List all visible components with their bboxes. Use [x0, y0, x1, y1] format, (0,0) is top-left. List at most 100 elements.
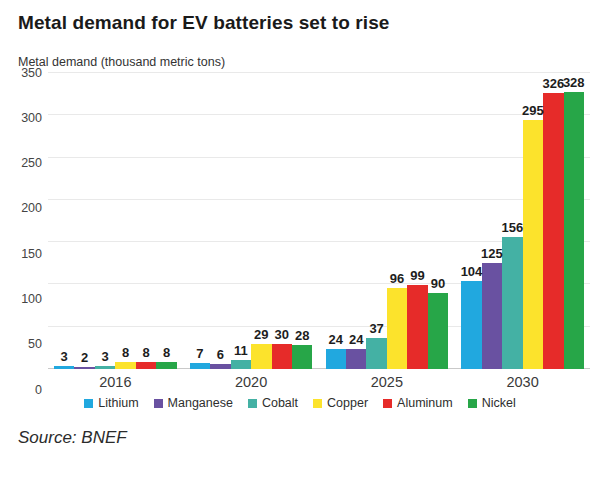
legend-item-cobalt: Cobalt	[248, 396, 298, 410]
barwrap-nickel-2020: 28	[292, 73, 312, 369]
bar-value-copper-2020: 29	[254, 328, 268, 341]
bar-value-manganese-2030: 125	[481, 247, 503, 260]
bar-manganese-2016	[74, 367, 94, 369]
y-tick-350: 350	[21, 67, 42, 80]
barwrap-manganese-2030: 125	[482, 73, 502, 369]
x-tick-2020: 2020	[190, 374, 313, 390]
barwrap-manganese-2025: 24	[346, 73, 366, 369]
bar-copper-2030	[523, 120, 543, 369]
bar-value-lithium-2020: 7	[196, 347, 203, 360]
legend-label-aluminum: Aluminum	[397, 396, 453, 410]
bar-group-2020: 7 6 11 29 30 28	[190, 73, 313, 369]
legend-swatch-aluminum	[383, 399, 392, 408]
barwrap-lithium-2016: 3	[54, 73, 74, 369]
bar-aluminum-2030	[543, 93, 563, 369]
barwrap-copper-2030: 295	[523, 73, 543, 369]
barwrap-cobalt-2030: 156	[502, 73, 522, 369]
legend: Lithium Manganese Cobalt Copper Aluminum Nick…	[0, 396, 600, 410]
bar-copper-2025	[387, 288, 407, 369]
bar-nickel-2025	[428, 293, 448, 369]
bar-aluminum-2016	[136, 362, 156, 369]
legend-label-nickel: Nickel	[482, 396, 516, 410]
bar-lithium-2016	[54, 366, 74, 369]
y-tick-0: 0	[35, 384, 42, 397]
bar-groups: 3238887611293028242437969990104125156295…	[48, 73, 590, 369]
barwrap-manganese-2016: 2	[74, 73, 94, 369]
bar-value-aluminum-2030: 326	[542, 77, 564, 90]
bar-value-cobalt-2025: 37	[369, 322, 383, 335]
bar-value-lithium-2025: 24	[328, 333, 342, 346]
bar-value-manganese-2025: 24	[349, 333, 363, 346]
y-tick-150: 150	[21, 248, 42, 261]
x-tick-2025: 2025	[326, 374, 449, 390]
barwrap-aluminum-2030: 326	[543, 73, 563, 369]
legend-item-manganese: Manganese	[154, 396, 233, 410]
bar-lithium-2020	[190, 363, 210, 369]
bar-lithium-2030	[461, 281, 481, 369]
bar-cobalt-2030	[502, 237, 522, 369]
legend-swatch-manganese	[154, 399, 163, 408]
barwrap-copper-2020: 29	[251, 73, 271, 369]
y-tick-250: 250	[21, 157, 42, 170]
barwrap-copper-2025: 96	[387, 73, 407, 369]
bar-value-nickel-2025: 90	[431, 277, 445, 290]
x-tick-2016: 2016	[54, 374, 177, 390]
bar-cobalt-2016	[95, 366, 115, 369]
bar-value-copper-2025: 96	[390, 272, 404, 285]
legend-label-manganese: Manganese	[168, 396, 233, 410]
y-axis: 050100150200250300350	[18, 73, 48, 390]
chart-title: Metal demand for EV batteries set to ris…	[18, 12, 582, 34]
bar-manganese-2020	[210, 364, 230, 369]
barwrap-copper-2016: 8	[115, 73, 135, 369]
bar-nickel-2030	[564, 92, 584, 369]
legend-label-lithium: Lithium	[98, 396, 138, 410]
barwrap-lithium-2030: 104	[461, 73, 481, 369]
legend-swatch-nickel	[468, 399, 477, 408]
y-tick-200: 200	[21, 203, 42, 216]
bar-value-copper-2016: 8	[122, 346, 129, 359]
bar-value-cobalt-2020: 11	[234, 344, 248, 357]
barwrap-aluminum-2020: 30	[272, 73, 292, 369]
bar-value-lithium-2030: 104	[461, 265, 483, 278]
legend-item-copper: Copper	[313, 396, 368, 410]
bar-group-2016: 323888	[54, 73, 177, 369]
bar-nickel-2020	[292, 345, 312, 369]
bar-value-manganese-2020: 6	[217, 348, 224, 361]
bar-value-lithium-2016: 3	[61, 350, 68, 363]
legend-swatch-lithium	[84, 399, 93, 408]
plot-column: 3238887611293028242437969990104125156295…	[48, 73, 590, 390]
barwrap-cobalt-2020: 11	[231, 73, 251, 369]
bar-cobalt-2025	[366, 338, 386, 369]
legend-item-aluminum: Aluminum	[383, 396, 453, 410]
barwrap-nickel-2025: 90	[428, 73, 448, 369]
barwrap-cobalt-2025: 37	[366, 73, 386, 369]
legend-label-copper: Copper	[327, 396, 368, 410]
bar-value-nickel-2020: 28	[295, 329, 309, 342]
barwrap-nickel-2016: 8	[156, 73, 176, 369]
barwrap-aluminum-2016: 8	[136, 73, 156, 369]
bar-value-manganese-2016: 2	[81, 351, 88, 364]
bar-chart: 050100150200250300350 323888761129302824…	[18, 73, 590, 390]
legend-swatch-cobalt	[248, 399, 257, 408]
legend-swatch-copper	[313, 399, 322, 408]
chart-page: Metal demand for EV batteries set to ris…	[0, 0, 600, 480]
legend-label-cobalt: Cobalt	[262, 396, 298, 410]
bar-manganese-2030	[482, 263, 502, 369]
bar-value-copper-2030: 295	[522, 104, 544, 117]
bar-group-2030: 104 125 156 295 326328	[461, 73, 584, 369]
bar-value-aluminum-2020: 30	[275, 328, 289, 341]
bar-value-nickel-2030: 328	[563, 76, 585, 89]
bar-value-cobalt-2030: 156	[502, 221, 524, 234]
bar-manganese-2025	[346, 349, 366, 369]
bar-nickel-2016	[156, 362, 176, 369]
barwrap-nickel-2030: 328	[564, 73, 584, 369]
plot-area: 3238887611293028242437969990104125156295…	[48, 73, 590, 369]
bar-copper-2020	[251, 344, 271, 369]
legend-item-lithium: Lithium	[84, 396, 138, 410]
y-tick-50: 50	[28, 338, 42, 351]
bar-value-aluminum-2016: 8	[142, 346, 149, 359]
legend-item-nickel: Nickel	[468, 396, 516, 410]
y-tick-100: 100	[21, 293, 42, 306]
x-tick-2030: 2030	[461, 374, 584, 390]
barwrap-manganese-2020: 6	[210, 73, 230, 369]
